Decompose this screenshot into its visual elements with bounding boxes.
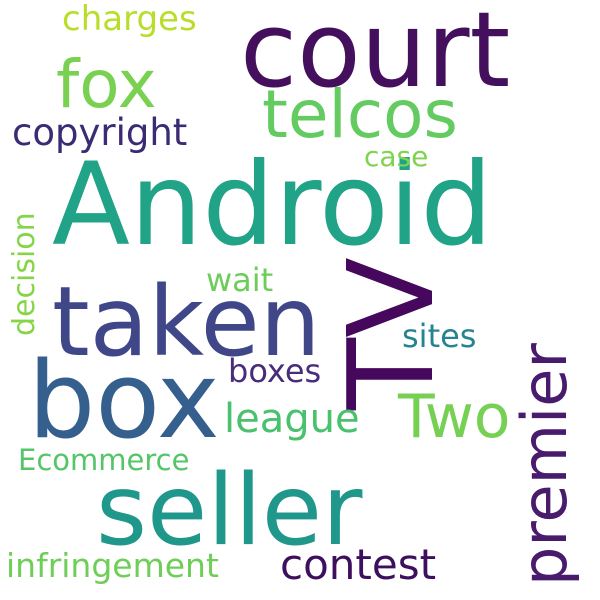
word-wait: wait — [206, 261, 274, 299]
word-fox: fox — [56, 46, 157, 123]
word-charges: charges — [62, 0, 197, 39]
word-court: court — [240, 0, 511, 111]
word-premier: premier — [508, 343, 581, 586]
word-ecommerce: Ecommerce — [18, 443, 190, 477]
word-android: Android — [52, 138, 493, 271]
word-league: league — [224, 396, 360, 442]
word-taken: taken — [52, 266, 321, 378]
word-seller: seller — [96, 454, 363, 568]
word-two: Two — [398, 382, 511, 452]
word-sites: sites — [402, 317, 477, 355]
word-infringement: infringement — [6, 546, 219, 585]
word-telcos: telcos — [262, 76, 458, 153]
word-decision: decision — [7, 212, 42, 336]
word-case: case — [364, 140, 429, 173]
word-boxes: boxes — [228, 352, 322, 390]
word-box: box — [28, 339, 220, 462]
word-copyright: copyright — [12, 111, 188, 154]
word-contest: contest — [280, 540, 437, 589]
